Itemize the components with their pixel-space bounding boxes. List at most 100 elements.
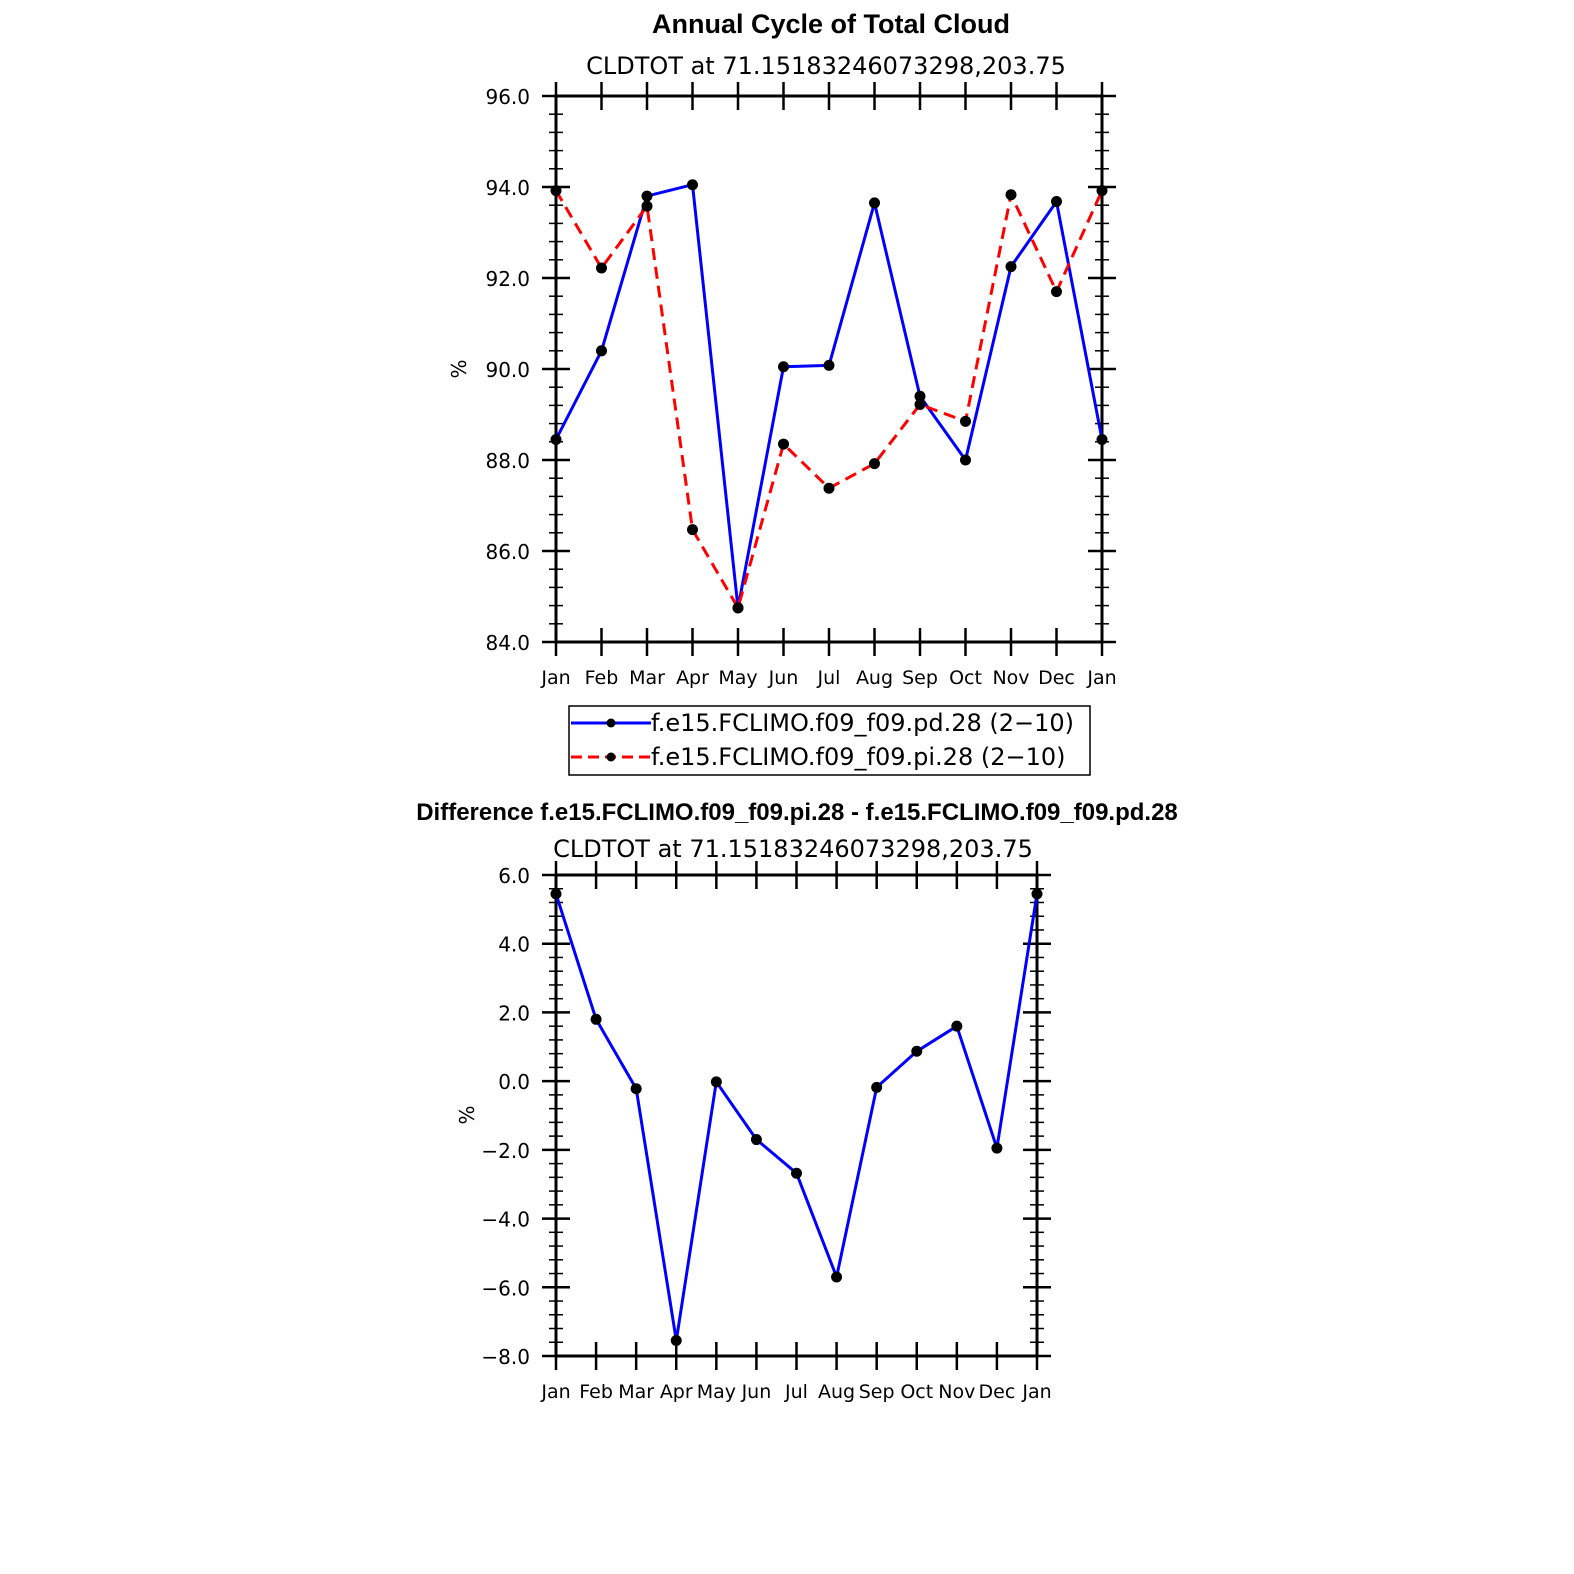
chart1-series-1-point xyxy=(732,602,744,614)
chart2-x-tick-label: Oct xyxy=(900,1381,933,1403)
chart2-series-0-point xyxy=(670,1335,682,1347)
chart2-x-tick-label: Feb xyxy=(579,1381,613,1403)
chart1-x-tick-label: Aug xyxy=(856,667,893,689)
chart2-series-0-point xyxy=(951,1020,963,1032)
chart2-y-tick-label: −8.0 xyxy=(481,1345,530,1369)
chart1-series-0-point xyxy=(1051,196,1062,208)
chart2-plot-frame xyxy=(554,873,1039,1358)
chart2-series-0-point xyxy=(750,1134,762,1146)
chart1-series-1-point xyxy=(778,438,789,450)
chart2-y-tick-label: 0.0 xyxy=(498,1070,530,1094)
legend-marker-pd xyxy=(606,718,616,728)
chart2-x-tick-label: Mar xyxy=(618,1381,654,1403)
chart-annual-cycle: Annual Cycle of Total Cloud CLDTOT at 71… xyxy=(447,9,1117,776)
chart2-series-0-point xyxy=(911,1045,923,1057)
chart2-x-tick-label: Nov xyxy=(938,1381,975,1403)
chart2-y-tick-label: −2.0 xyxy=(481,1139,530,1163)
chart1-series-1-point xyxy=(823,482,835,494)
chart2-title: Difference f.e15.FCLIMO.f09_f09.pi.28 - … xyxy=(416,799,1178,826)
chart1-y-tick-label: 90.0 xyxy=(485,358,530,382)
chart1-x-tick-label: May xyxy=(718,667,757,689)
chart1-y-tick-label: 92.0 xyxy=(485,267,530,291)
chart1-x-tick-label: Apr xyxy=(676,667,709,689)
chart1-series-1-point xyxy=(1096,185,1108,197)
chart1-series-0-point xyxy=(1096,434,1108,446)
chart1-series-1-point xyxy=(1005,189,1017,201)
chart2-series-0-point xyxy=(630,1083,642,1095)
chart1-y-tick-labels: 84.0 86.0 88.0 90.0 92.0 94.0 96.0 xyxy=(485,85,530,655)
chart2-x-tick-label: Sep xyxy=(859,1381,895,1403)
chart2-y-tick-label: −4.0 xyxy=(481,1208,530,1232)
chart2-series-0-point xyxy=(791,1167,802,1179)
chart2-x-tick-label: Jan xyxy=(540,1381,570,1403)
chart1-x-tick-label: Jan xyxy=(540,667,570,689)
chart1-y-axis-label: % xyxy=(447,359,471,378)
chart1-series-1-point xyxy=(914,398,926,410)
chart1-x-tick-label: Feb xyxy=(585,667,619,689)
chart2-series-0-point xyxy=(831,1271,843,1283)
chart1-x-tick-label: Sep xyxy=(902,667,938,689)
chart1-series-1-point xyxy=(687,524,698,536)
chart1-x-tick-label: Oct xyxy=(949,667,982,689)
chart2-x-tick-label: May xyxy=(697,1381,736,1403)
legend-marker-pi xyxy=(606,752,616,762)
chart1-x-tick-labels: Jan Feb Mar Apr May Jun Jul Aug Sep Oct Nov Dec Jan xyxy=(540,667,1116,689)
chart1-series-0-point xyxy=(960,454,971,466)
chart1-tick-marks xyxy=(542,82,1116,656)
chart2-x-tick-label: Jan xyxy=(1021,1381,1051,1403)
chart2-x-tick-label: Jul xyxy=(784,1381,808,1403)
chart2-series-0-point xyxy=(710,1076,722,1088)
chart1-series-0-point xyxy=(687,179,698,191)
legend-item-pd: f.e15.FCLIMO.f09_f09.pd.28 (2−10) xyxy=(571,709,1074,737)
chart2-y-tick-label: 6.0 xyxy=(498,864,530,888)
chart1-x-tick-label: Nov xyxy=(992,667,1029,689)
chart1-x-tick-label: Dec xyxy=(1038,667,1075,689)
chart1-y-tick-label: 86.0 xyxy=(485,540,530,564)
chart2-y-tick-labels: −8.0 −6.0 −4.0 −2.0 0.0 2.0 4.0 6.0 xyxy=(481,864,530,1369)
chart2-series-0-point xyxy=(550,888,562,900)
chart2-tick-marks xyxy=(542,861,1051,1370)
chart1-title: Annual Cycle of Total Cloud xyxy=(652,9,1010,39)
chart2-y-axis-label: % xyxy=(455,1105,479,1124)
chart2-x-tick-label: Apr xyxy=(660,1381,693,1403)
chart1-series-1-point xyxy=(550,185,562,197)
chart2-x-tick-labels: Jan Feb Mar Apr May Jun Jul Aug Sep Oct Nov Dec Jan xyxy=(540,1381,1051,1403)
chart1-y-tick-label: 94.0 xyxy=(485,176,530,200)
chart2-y-tick-label: −6.0 xyxy=(481,1276,530,1300)
chart-difference: Difference f.e15.FCLIMO.f09_f09.pi.28 - … xyxy=(416,799,1178,1403)
chart2-x-tick-label: Dec xyxy=(979,1381,1016,1403)
chart1-subtitle: CLDTOT at 71.15183246073298,203.75 xyxy=(586,52,1066,80)
chart1-x-tick-label: Mar xyxy=(629,667,665,689)
chart1-series-0-point xyxy=(823,359,835,371)
legend-box xyxy=(568,705,1091,776)
chart2-series-group xyxy=(550,888,1043,1347)
chart1-x-tick-label: Jul xyxy=(817,667,841,689)
chart2-x-tick-label: Jun xyxy=(741,1381,772,1403)
chart2-series-0-point xyxy=(590,1013,602,1025)
chart1-series-0-point xyxy=(596,345,607,357)
chart1-series-0-point xyxy=(641,190,653,202)
chart2-series-0-point xyxy=(991,1142,1003,1154)
chart1-series-1-point xyxy=(960,415,971,427)
chart1-series-0-point xyxy=(869,197,880,209)
chart1-series-0-line xyxy=(554,183,1104,610)
chart1-y-tick-label: 96.0 xyxy=(485,85,530,109)
chart1-series-0-point xyxy=(778,361,789,373)
legend-label-pi: f.e15.FCLIMO.f09_f09.pi.28 (2−10) xyxy=(651,743,1065,771)
chart2-y-tick-label: 2.0 xyxy=(498,1001,530,1025)
chart1-x-tick-label: Jan xyxy=(1086,667,1116,689)
chart2-series-0-line xyxy=(554,893,1039,1342)
legend-label-pd: f.e15.FCLIMO.f09_f09.pd.28 (2−10) xyxy=(651,709,1074,737)
chart2-y-tick-label: 4.0 xyxy=(498,933,530,957)
chart1-x-tick-label: Jun xyxy=(768,667,799,689)
chart1-series-0-point xyxy=(1005,261,1017,273)
chart2-series-0-point xyxy=(871,1081,883,1093)
chart2-series-0-point xyxy=(1031,888,1043,900)
chart1-series-1-point xyxy=(1051,286,1062,298)
chart1-y-tick-label: 84.0 xyxy=(485,631,530,655)
chart1-series-1-point xyxy=(641,200,653,212)
legend-item-pi: f.e15.FCLIMO.f09_f09.pi.28 (2−10) xyxy=(571,743,1065,771)
chart1-series-1-point xyxy=(869,458,880,470)
chart1-series-group xyxy=(550,179,1108,614)
